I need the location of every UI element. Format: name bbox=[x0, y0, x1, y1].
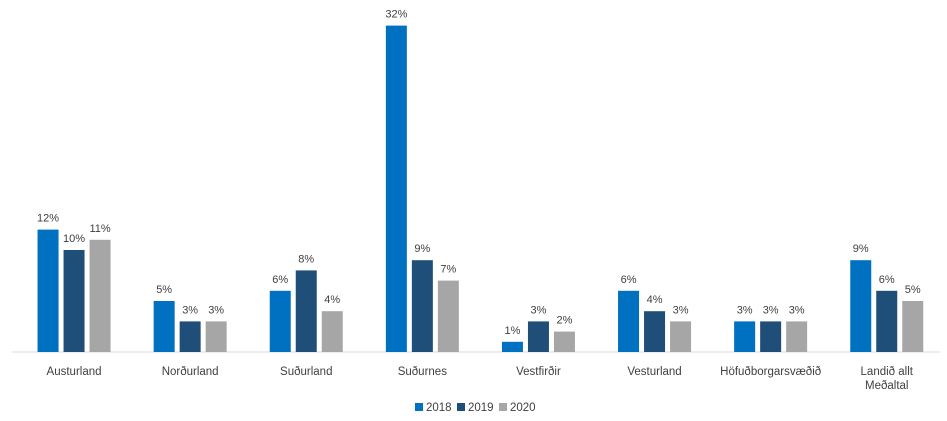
data-label-2018-3: 32% bbox=[385, 9, 407, 21]
category-label-2: Suðurland bbox=[280, 366, 332, 378]
data-label-2020-5: 3% bbox=[673, 304, 689, 316]
data-label-2020-4: 2% bbox=[556, 315, 572, 327]
bar-2020-5 bbox=[670, 321, 692, 352]
bar-2020-3 bbox=[437, 280, 459, 352]
data-label-2019-6: 3% bbox=[763, 304, 779, 316]
data-label-2020-1: 3% bbox=[208, 304, 224, 316]
data-labels-layer: 12% 10% 11% 5% 3% 3% 6% 8% 4% 32% 9% 7% 1% 3% 2% 6% 4% 3%… bbox=[37, 9, 921, 337]
data-label-2018-6: 3% bbox=[737, 304, 753, 316]
data-label-2018-0: 12% bbox=[37, 213, 59, 225]
bar-2019-0 bbox=[63, 250, 85, 352]
bar-2018-7 bbox=[850, 260, 872, 352]
bar-2018-2 bbox=[269, 290, 291, 352]
data-label-2018-1: 5% bbox=[156, 284, 172, 296]
legend-label-2019: 2019 bbox=[468, 402, 494, 414]
category-labels-layer: Austurland Norðurland Suðurland Suðurnes Ves… bbox=[47, 366, 914, 392]
category-label-5: Vesturland bbox=[627, 366, 681, 378]
data-label-2018-4: 1% bbox=[504, 325, 520, 337]
bar-2020-7 bbox=[902, 301, 924, 352]
data-label-2019-0: 10% bbox=[63, 233, 85, 245]
bar-2019-7 bbox=[876, 290, 898, 352]
data-label-2019-3: 9% bbox=[414, 243, 430, 255]
data-label-2020-3: 7% bbox=[440, 264, 456, 276]
data-label-2018-2: 6% bbox=[272, 274, 288, 286]
bar-2020-0 bbox=[89, 239, 111, 352]
category-label-4: Vestfirðir bbox=[516, 366, 561, 378]
bar-2019-5 bbox=[644, 311, 666, 352]
data-label-2019-2: 8% bbox=[298, 253, 314, 265]
bar-2018-5 bbox=[618, 290, 640, 352]
category-label-0: Austurland bbox=[47, 366, 102, 378]
category-label-7: Landið allt bbox=[861, 366, 914, 378]
legend-swatch-2020 bbox=[499, 403, 507, 411]
data-label-2020-6: 3% bbox=[789, 304, 805, 316]
legend-swatch-2019 bbox=[457, 403, 465, 411]
category-label-7-line2: Meðaltal bbox=[865, 380, 908, 392]
category-label-6: Höfuðborgarsvæðið bbox=[720, 366, 821, 378]
bar-2019-4 bbox=[527, 321, 549, 352]
bar-2020-6 bbox=[786, 321, 808, 352]
bar-2020-4 bbox=[553, 331, 575, 352]
bar-2020-2 bbox=[321, 311, 343, 352]
bar-2018-1 bbox=[153, 301, 175, 352]
data-label-2019-1: 3% bbox=[182, 304, 198, 316]
data-label-2019-4: 3% bbox=[530, 304, 546, 316]
bar-2018-6 bbox=[734, 321, 756, 352]
bar-2019-1 bbox=[179, 321, 201, 352]
bar-2019-3 bbox=[411, 260, 433, 352]
legend-label-2020: 2020 bbox=[510, 402, 536, 414]
category-label-3: Suðurnes bbox=[398, 366, 447, 378]
data-label-2019-5: 4% bbox=[647, 294, 663, 306]
bar-2019-2 bbox=[295, 270, 317, 352]
bars-layer bbox=[37, 25, 924, 352]
data-label-2018-7: 9% bbox=[853, 243, 869, 255]
bar-2018-0 bbox=[37, 229, 59, 352]
data-label-2019-7: 6% bbox=[879, 274, 895, 286]
bar-2019-6 bbox=[760, 321, 782, 352]
category-label-1: Norðurland bbox=[162, 366, 219, 378]
legend-label-2018: 2018 bbox=[426, 402, 452, 414]
legend-swatch-2018 bbox=[415, 403, 423, 411]
data-label-2018-5: 6% bbox=[621, 274, 637, 286]
bar-2018-4 bbox=[501, 341, 523, 352]
bar-2018-3 bbox=[385, 25, 407, 352]
data-label-2020-0: 11% bbox=[89, 223, 110, 235]
bar-2020-1 bbox=[205, 321, 227, 352]
data-label-2020-7: 5% bbox=[905, 284, 921, 296]
data-label-2020-2: 4% bbox=[324, 294, 340, 306]
legend: 2018 2019 2020 bbox=[415, 402, 536, 414]
